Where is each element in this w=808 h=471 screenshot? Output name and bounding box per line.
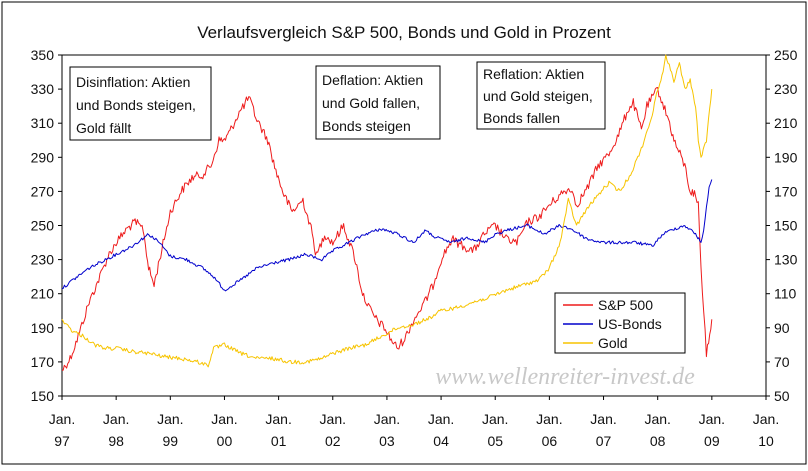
chart-title: Verlaufsvergleich S&P 500, Bonds und Gol…	[197, 23, 611, 42]
right-tick-label: 210	[774, 115, 798, 131]
legend-label-us-bonds: US-Bonds	[598, 316, 662, 332]
annotation-line: Deflation: Aktien	[322, 72, 423, 88]
series-line-us-bonds	[61, 179, 713, 292]
x-tick-label: Jan.	[428, 411, 454, 427]
x-tick-label: 01	[271, 433, 287, 449]
x-tick-label: Jan.	[590, 411, 616, 427]
right-tick-label: 70	[774, 354, 790, 370]
annotation-line: Bonds fallen	[483, 110, 560, 126]
annotation-line: Reflation: Aktien	[483, 66, 584, 82]
left-tick-label: 350	[31, 47, 55, 63]
x-tick-label: 06	[542, 433, 558, 449]
right-tick-label: 190	[774, 149, 798, 165]
left-axis: 150 170 190 210 230 250 270 290 310 330 350	[31, 47, 62, 404]
x-tick-label: 09	[704, 433, 720, 449]
annotation-line: und Bonds steigen,	[76, 97, 196, 113]
x-axis: Jan. 97 Jan. 98 Jan. 99 Jan. 00 Jan. 01 Jan. 02 Jan.…	[49, 396, 779, 449]
left-tick-label: 250	[31, 218, 55, 234]
annotation-line: Bonds steigen	[322, 118, 411, 134]
x-tick-label: 03	[379, 433, 395, 449]
left-tick-label: 310	[31, 115, 55, 131]
left-tick-label: 210	[31, 286, 55, 302]
right-tick-label: 90	[774, 320, 790, 336]
series-line-gold	[61, 54, 713, 368]
series-line-s-p-500	[61, 87, 713, 371]
left-tick-label: 330	[31, 81, 55, 97]
x-tick-label: Jan.	[699, 411, 725, 427]
right-tick-label: 50	[774, 388, 790, 404]
x-tick-label: Jan.	[374, 411, 400, 427]
legend: S&P 500 US-Bonds Gold	[554, 292, 686, 354]
x-tick-label: Jan.	[644, 411, 670, 427]
annotation-box	[315, 65, 441, 140]
x-tick-label: 10	[758, 433, 774, 449]
x-tick-label: 04	[433, 433, 449, 449]
left-tick-label: 230	[31, 252, 55, 268]
x-tick-label: 97	[54, 433, 70, 449]
annotation-line: Gold fällt	[76, 120, 131, 136]
x-tick-label: 00	[217, 433, 233, 449]
x-tick-label: 05	[487, 433, 503, 449]
x-tick-label: Jan.	[49, 411, 75, 427]
left-tick-label: 150	[31, 388, 55, 404]
annotation-box	[476, 61, 606, 130]
series-layer	[61, 54, 713, 371]
annotation-line: und Gold fallen,	[322, 95, 420, 111]
annotation-line: Disinflation: Aktien	[76, 74, 190, 90]
x-tick-label: Jan.	[320, 411, 346, 427]
x-tick-label: 08	[650, 433, 666, 449]
x-tick-label: Jan.	[265, 411, 291, 427]
annotation-reflation: Reflation: Aktien und Gold steigen, Bond…	[476, 61, 606, 130]
left-tick-label: 170	[31, 354, 55, 370]
annotation-box	[69, 66, 212, 141]
x-tick-label: Jan.	[753, 411, 779, 427]
x-tick-label: 02	[325, 433, 341, 449]
right-tick-label: 110	[774, 286, 797, 302]
x-tick-label: Jan.	[211, 411, 237, 427]
right-tick-label: 130	[774, 252, 798, 268]
x-tick-label: Jan.	[103, 411, 129, 427]
legend-label-gold: Gold	[598, 335, 628, 351]
x-tick-label: Jan.	[536, 411, 562, 427]
annotation-disinflation: Disinflation: Aktien und Bonds steigen, …	[69, 66, 212, 141]
left-tick-label: 270	[31, 183, 55, 199]
x-tick-label: 98	[108, 433, 124, 449]
right-tick-label: 250	[774, 47, 798, 63]
right-axis: 50 70 90 110 130 150 170 190 210 230 250	[766, 47, 798, 404]
watermark: www.wellenreiter-invest.de	[435, 364, 695, 390]
annotation-line: und Gold steigen,	[483, 88, 593, 104]
right-tick-label: 150	[774, 218, 798, 234]
legend-label-sp500: S&P 500	[598, 297, 653, 313]
left-tick-label: 190	[31, 320, 55, 336]
x-tick-label: Jan.	[157, 411, 183, 427]
right-tick-label: 230	[774, 81, 798, 97]
x-tick-label: Jan.	[482, 411, 508, 427]
annotation-deflation: Deflation: Aktien und Gold fallen, Bonds…	[315, 65, 441, 140]
x-tick-label: 07	[596, 433, 612, 449]
right-tick-label: 170	[774, 183, 798, 199]
x-tick-label: 99	[163, 433, 179, 449]
left-tick-label: 290	[31, 149, 55, 165]
